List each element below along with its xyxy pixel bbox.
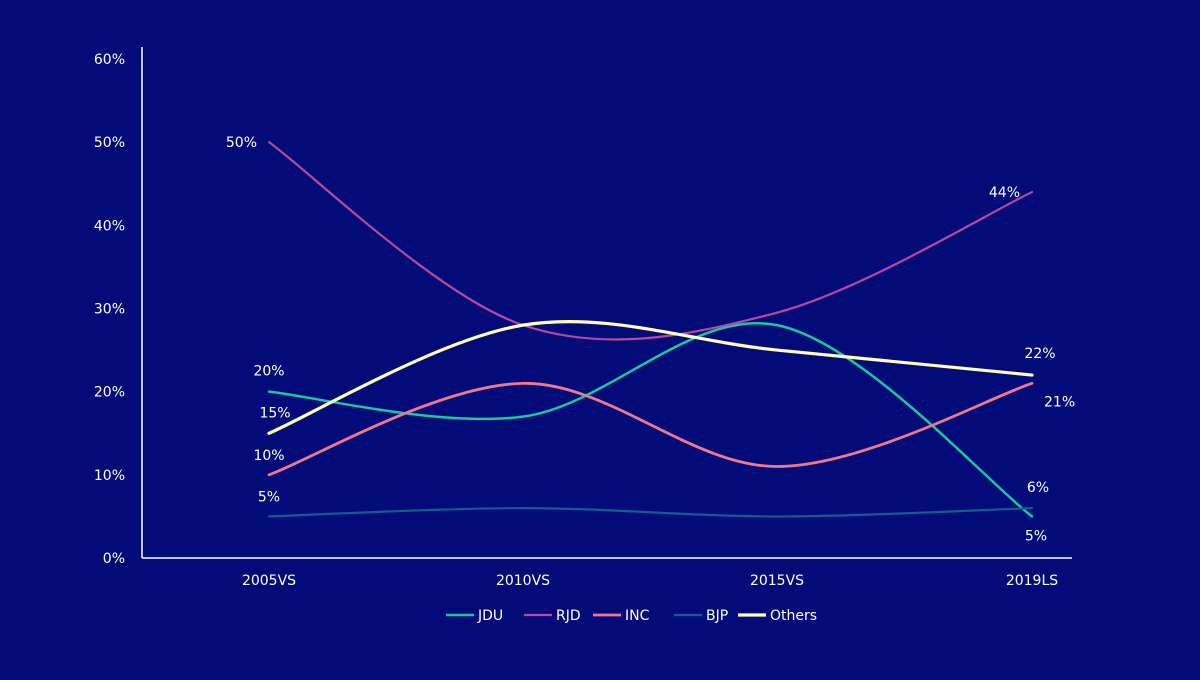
y-tick-label: 0% bbox=[103, 551, 125, 567]
legend-label: JDU bbox=[477, 608, 503, 624]
x-axis-ticks: 2005VS 2010VS 2015VS 2019LS bbox=[242, 573, 1058, 589]
y-tick-label: 10% bbox=[94, 468, 125, 484]
series-line-others bbox=[267, 319, 1034, 435]
series-line-jdu bbox=[267, 322, 1034, 518]
data-label-jdu: 20% bbox=[253, 364, 284, 380]
y-tick-label: 40% bbox=[94, 218, 125, 234]
y-tick-label: 50% bbox=[94, 135, 125, 151]
y-tick-label: 20% bbox=[94, 385, 125, 401]
legend-label: BJP bbox=[706, 608, 728, 624]
series-lines bbox=[267, 141, 1034, 518]
data-label-others: 22% bbox=[1024, 346, 1055, 362]
y-axis-ticks: 0% 10% 20% 30% 40% 50% 60% bbox=[94, 52, 125, 567]
data-label-others: 15% bbox=[259, 405, 290, 421]
series-line-inc bbox=[267, 381, 1034, 477]
legend-item-bjp: BJP bbox=[674, 608, 728, 624]
series-line-bjp bbox=[267, 506, 1034, 518]
data-label-jdu: 5% bbox=[1025, 528, 1047, 544]
legend-item-others: Others bbox=[738, 608, 817, 624]
data-label-inc: 10% bbox=[253, 448, 284, 464]
data-label-bjp: 5% bbox=[258, 489, 280, 505]
x-tick-label: 2019LS bbox=[1006, 573, 1058, 589]
axes bbox=[141, 47, 1072, 559]
data-label-rjd: 44% bbox=[989, 185, 1020, 201]
y-tick-label: 30% bbox=[94, 302, 125, 318]
legend-label: INC bbox=[625, 608, 650, 624]
series-line-rjd bbox=[267, 141, 1034, 341]
data-label-inc: 21% bbox=[1044, 394, 1075, 410]
data-label-bjp: 6% bbox=[1027, 480, 1049, 496]
legend-label: RJD bbox=[556, 608, 581, 624]
y-tick-label: 60% bbox=[94, 52, 125, 68]
x-tick-label: 2015VS bbox=[750, 573, 804, 589]
x-tick-label: 2005VS bbox=[242, 573, 296, 589]
data-label-rjd: 50% bbox=[226, 135, 257, 151]
x-tick-label: 2010VS bbox=[496, 573, 550, 589]
data-labels: 20% 5% 50% 44% 10% 21% 5% 6% 15% 22% bbox=[226, 135, 1075, 544]
legend: JDU RJD INC BJP Others bbox=[446, 608, 817, 624]
legend-item-jdu: JDU bbox=[446, 608, 503, 624]
legend-item-rjd: RJD bbox=[524, 608, 581, 624]
legend-label: Others bbox=[770, 608, 817, 624]
legend-item-inc: INC bbox=[593, 608, 650, 624]
